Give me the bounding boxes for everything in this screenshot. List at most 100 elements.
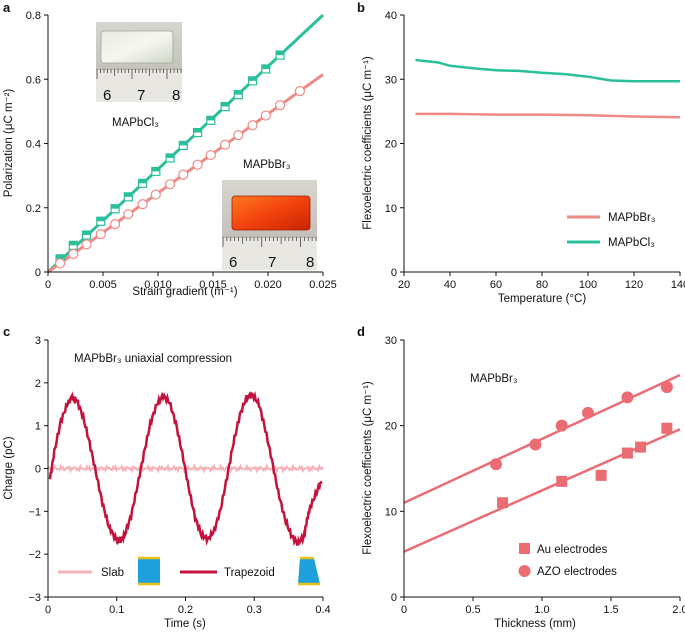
series-line-mapbbr3 (415, 112, 681, 119)
data-point-mapbcl3-fill (124, 192, 133, 197)
data-point-mapbbr3 (165, 179, 176, 190)
y-tick-label: 0.6 (26, 74, 41, 86)
mapbcl3-ruler-ticks (96, 69, 182, 79)
x-tick-label: 0.020 (254, 279, 282, 291)
x-tick-label: 0.025 (309, 279, 337, 291)
ruler-br-6: 6 (229, 254, 237, 271)
x-tick-label: 100 (579, 279, 597, 291)
mapbbr3-ruler-ticks (222, 237, 317, 247)
mapbbr3-label: MAPbBr₃ (243, 159, 291, 171)
panel-d-chart: 0 0.5 1.0 1.5 2.0 0 10 20 30 MAPbBr₃ Au electrod… (362, 335, 685, 630)
y-tick-label: 20 (385, 139, 397, 151)
data-point-mapbbr3 (137, 199, 148, 210)
panel-c-title: MAPbBr₃ uniaxial compression (74, 353, 232, 365)
data-point-mapbcl3-fill (261, 64, 270, 69)
data-point-mapbbr3 (123, 209, 134, 220)
y-tick-label: 1 (35, 421, 41, 433)
x-tick-label: 40 (444, 279, 456, 291)
x-tick-label: 0.015 (199, 279, 227, 291)
panel-letter-a: a (3, 0, 11, 15)
panel-d-axes: 0 0.5 1.0 1.5 2.0 0 10 20 30 (385, 335, 685, 616)
data-point-mapbbr3 (247, 120, 258, 131)
data-point-au (621, 447, 633, 459)
x-tick-label: 0.4 (315, 604, 330, 616)
data-point-au (497, 497, 509, 509)
y-tick-label: 30 (385, 335, 397, 347)
panel-d-title: MAPbBr₃ (470, 373, 518, 385)
data-point-azo (490, 458, 502, 471)
panel-d-ylabel: Flexoelectric coefficients (μC m⁻¹) (362, 381, 374, 555)
legend-marker-au (519, 543, 530, 554)
fit-line-au (403, 428, 681, 553)
panel-a-ylabel: Polarization (μC m⁻²) (3, 89, 15, 198)
data-point-azo (555, 419, 568, 432)
panel-letter-b: b (357, 0, 365, 15)
data-point-mapbcl3-fill (56, 254, 65, 259)
data-point-mapbcl3-fill (96, 217, 105, 222)
y-tick-label: 0 (35, 267, 41, 279)
data-point-mapbbr3 (178, 169, 189, 180)
data-point-mapbbr3 (192, 159, 203, 170)
y-tick-label: 10 (385, 203, 397, 215)
panel-d-legend: Au electrodes AZO electrodes (518, 543, 617, 578)
data-point-mapbbr3 (260, 110, 271, 121)
data-point-mapbbr3 (294, 86, 305, 97)
y-tick-label: 0.8 (26, 10, 41, 22)
mapbbr3-crystal-photo: 6 7 8 (222, 180, 317, 271)
data-point-mapbbr3 (95, 228, 106, 240)
y-tick-label: 40 (385, 10, 397, 22)
panel-b-xlabel: Temperature (°C) (498, 293, 586, 305)
panel-c-ylabel: Charge (pC) (3, 436, 15, 499)
data-point-mapbbr3 (205, 149, 216, 161)
x-tick-label: 0.3 (247, 604, 262, 616)
panel-b-axes: 20 40 60 80 100 120 140 0 10 20 30 40 (385, 10, 685, 291)
panel-letter-d: d (357, 324, 365, 339)
legend-label-slab: Slab (101, 567, 124, 579)
data-point-mapbcl3-fill (179, 141, 188, 146)
panel-a-points (54, 50, 305, 269)
legend-label-mapbcl3: MAPbCl₃ (608, 237, 655, 249)
x-tick-label: 0.2 (178, 604, 193, 616)
data-point-mapbbr3 (233, 130, 244, 141)
x-tick-label: 20 (398, 279, 410, 291)
y-tick-label: 3 (35, 335, 41, 347)
x-tick-label: 120 (625, 279, 643, 291)
y-tick-label: −1 (28, 506, 41, 518)
data-point-mapbcl3-fill (234, 90, 243, 95)
data-point-mapbcl3-fill (276, 51, 285, 56)
data-point-mapbbr3 (54, 258, 66, 269)
ruler-cl-7: 7 (137, 87, 145, 104)
ruler-cl-6: 6 (103, 87, 111, 104)
legend-label-trapezoid: Trapezoid (224, 567, 275, 579)
series-line-mapbcl3 (415, 58, 680, 83)
data-point-mapbcl3-fill (138, 179, 147, 184)
mapbcl3-crystal-photo: 6 7 8 (96, 22, 182, 104)
panel-d-points (490, 381, 673, 509)
x-tick-label: 0 (401, 604, 407, 616)
fit-line-azo (403, 373, 681, 504)
ruler-br-8: 8 (306, 254, 314, 271)
data-point-mapbcl3-fill (166, 153, 175, 158)
y-tick-label: 0 (35, 464, 41, 476)
panel-d-fit-lines (403, 373, 681, 553)
data-point-mapbbr3 (81, 239, 92, 250)
data-point-mapbcl3-fill (111, 204, 120, 209)
panel-a-xlabel: Strain gradient (m⁻¹) (132, 286, 237, 298)
ruler-br-7: 7 (268, 254, 276, 271)
x-tick-label: 0.1 (109, 604, 124, 616)
x-tick-label: 0.005 (89, 279, 117, 291)
panel-c-xlabel: Time (s) (164, 618, 206, 630)
slab-block-icon (138, 558, 160, 584)
y-tick-label: 20 (385, 421, 397, 433)
legend-label-azo: AZO electrodes (537, 566, 617, 578)
x-tick-label: 80 (536, 279, 548, 291)
data-point-au (635, 441, 647, 453)
data-point-mapbcl3-fill (206, 116, 215, 121)
panel-d-xlabel: Thickness (mm) (494, 618, 576, 630)
trapezoid-block-icon (298, 558, 320, 584)
y-tick-label: −3 (28, 592, 41, 604)
data-point-mapbcl3-fill (69, 241, 78, 246)
y-tick-label: 0 (391, 267, 397, 279)
ruler-cl-8: 8 (172, 87, 180, 104)
